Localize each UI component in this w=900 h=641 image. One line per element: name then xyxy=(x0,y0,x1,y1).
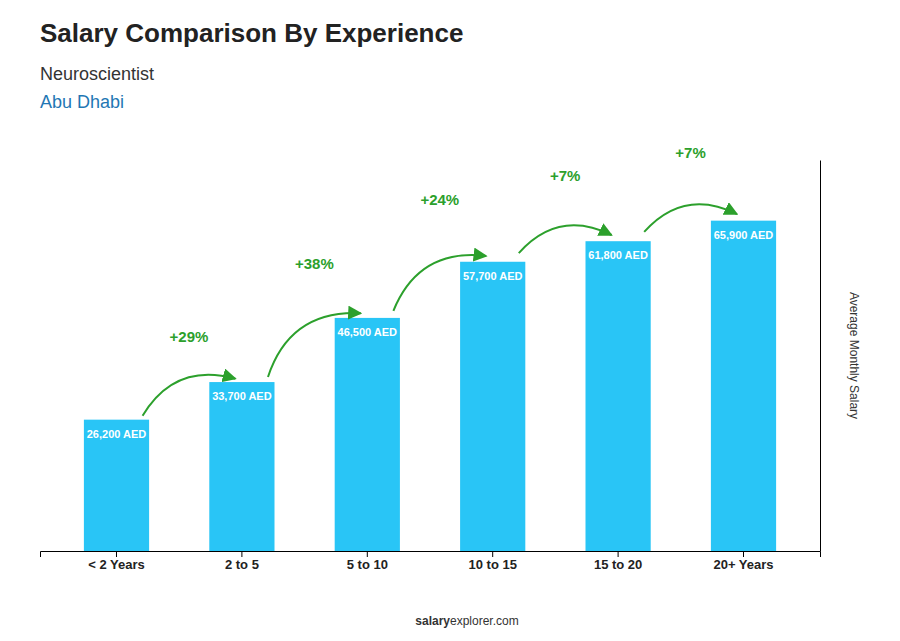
footer-bold: salary xyxy=(415,614,450,628)
data-labels: 26,200 AED 33,700 AED 46,500 AED 57,700 AED… xyxy=(87,229,774,440)
change-label: +24% xyxy=(420,191,459,208)
x-tick-mark xyxy=(241,551,242,557)
subtitle: Neuroscientist xyxy=(40,64,154,84)
plot-area xyxy=(84,221,776,551)
change-arrow xyxy=(393,255,486,311)
change-label: +38% xyxy=(295,255,334,272)
bar xyxy=(585,241,650,551)
city: Abu Dhabi xyxy=(40,92,124,112)
x-tick-label: 2 to 5 xyxy=(225,557,259,572)
x-tick-mark xyxy=(367,551,368,557)
data-label: 26,200 AED xyxy=(87,428,147,440)
x-tick: 5 to 10 xyxy=(347,551,388,572)
data-label: 61,800 AED xyxy=(588,249,648,261)
x-tick-label: 10 to 15 xyxy=(468,557,516,572)
change-label: +7% xyxy=(550,167,580,184)
x-tick: < 2 Years xyxy=(88,551,145,572)
x-tick-mark xyxy=(743,551,744,557)
y-axis-line xyxy=(820,161,821,552)
change-label: +29% xyxy=(170,328,209,345)
x-tick-mark xyxy=(492,551,493,557)
chart-svg: Salary Comparison By Experience Neuroscie… xyxy=(0,0,900,641)
change-arrow xyxy=(268,313,361,377)
y-axis-title: Average Monthly Salary xyxy=(847,292,861,419)
data-label: 46,500 AED xyxy=(338,326,398,338)
x-tick-label: < 2 Years xyxy=(88,557,145,572)
title: Salary Comparison By Experience xyxy=(40,18,463,48)
x-tick: 2 to 5 xyxy=(225,551,259,572)
bar xyxy=(460,262,525,551)
x-axis: < 2 Years 2 to 5 5 to 10 10 to 15 15 to 20 20… xyxy=(41,551,821,572)
data-label: 65,900 AED xyxy=(714,229,774,241)
data-label: 33,700 AED xyxy=(212,390,272,402)
x-tick: 15 to 20 xyxy=(594,551,642,572)
bar xyxy=(711,221,776,551)
change-arrow xyxy=(143,375,236,416)
footer-rest: explorer.com xyxy=(450,614,519,628)
x-tick: 20+ Years xyxy=(713,551,773,572)
x-tick-label: 5 to 10 xyxy=(347,557,388,572)
x-tick-label: 20+ Years xyxy=(713,557,773,572)
x-tick-mark xyxy=(116,551,117,557)
data-label: 57,700 AED xyxy=(463,270,523,282)
change-arrow xyxy=(644,204,737,232)
change-arrow xyxy=(519,225,612,253)
x-tick-mark xyxy=(618,551,619,557)
bar xyxy=(84,420,149,551)
x-tick-label: 15 to 20 xyxy=(594,557,642,572)
change-label: +7% xyxy=(675,144,705,161)
bar xyxy=(335,318,400,551)
bar xyxy=(209,382,274,551)
x-axis-line xyxy=(41,552,821,558)
x-tick: 10 to 15 xyxy=(468,551,516,572)
change-annotations: +29% +38% +24% +7% +7% xyxy=(143,144,737,416)
y-axis xyxy=(820,161,821,552)
